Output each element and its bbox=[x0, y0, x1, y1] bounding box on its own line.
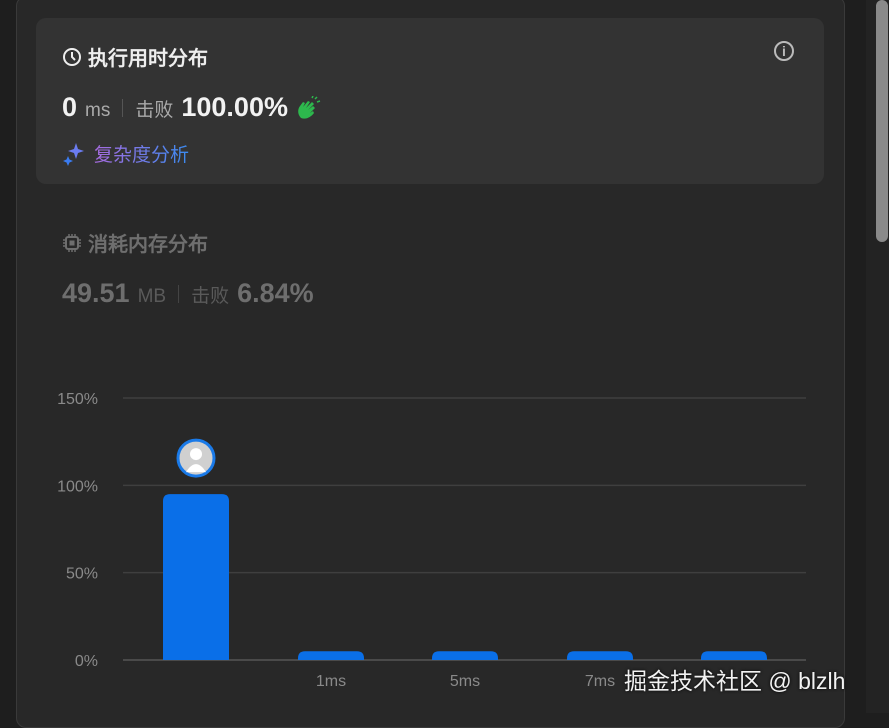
bar bbox=[701, 651, 767, 660]
runtime-stat: 0 ms 击败 100.00% bbox=[62, 92, 322, 123]
clapping-hands-icon bbox=[298, 95, 321, 119]
memory-value: 49.51 bbox=[62, 278, 130, 308]
info-icon[interactable]: i bbox=[774, 41, 794, 61]
bar bbox=[567, 651, 633, 660]
memory-title-text: 消耗内存分布 bbox=[88, 234, 208, 256]
x-tick-label: 5ms bbox=[450, 673, 480, 690]
distribution-chart: 0% 50% 100% 150% 1ms 5ms 7ms bbox=[57, 391, 806, 690]
divider bbox=[178, 284, 180, 303]
watermark: 掘金技术社区 @ blzlh bbox=[624, 668, 846, 694]
avatar-body bbox=[186, 464, 206, 473]
memory-unit: MB bbox=[137, 286, 167, 307]
bar bbox=[432, 651, 498, 660]
complexity-analysis-text: 复杂度分析 bbox=[94, 140, 189, 167]
divider bbox=[122, 98, 124, 117]
runtime-card[interactable] bbox=[36, 18, 824, 184]
complexity-analysis-link[interactable]: 复杂度分析 bbox=[62, 140, 189, 167]
clock-icon bbox=[63, 47, 81, 66]
y-tick-label: 50% bbox=[66, 566, 98, 583]
memory-stat: 49.51 MB 击败 6.84% bbox=[62, 278, 314, 309]
scrollbar-thumb[interactable] bbox=[876, 0, 888, 242]
memory-beats-label: 击败 bbox=[191, 286, 230, 307]
chip-icon bbox=[63, 233, 81, 252]
y-tick-label: 0% bbox=[75, 653, 98, 670]
y-tick-label: 100% bbox=[57, 478, 98, 495]
runtime-unit: ms bbox=[85, 100, 111, 121]
runtime-title: 执行用时分布 bbox=[62, 42, 208, 71]
memory-beats-value: 6.84% bbox=[237, 278, 314, 308]
avatar-head bbox=[190, 448, 202, 461]
bar bbox=[163, 494, 229, 660]
runtime-value: 0 bbox=[62, 92, 78, 122]
runtime-beats-value: 100.00% bbox=[181, 92, 288, 122]
x-tick-label: 7ms bbox=[585, 673, 615, 690]
y-tick-label: 150% bbox=[57, 391, 98, 408]
runtime-title-text: 执行用时分布 bbox=[88, 48, 208, 70]
bar bbox=[298, 651, 364, 660]
sparkle-icon bbox=[63, 142, 84, 166]
runtime-beats-label: 击败 bbox=[135, 100, 174, 121]
x-tick-label: 1ms bbox=[316, 673, 346, 690]
memory-title[interactable]: 消耗内存分布 bbox=[62, 228, 208, 257]
